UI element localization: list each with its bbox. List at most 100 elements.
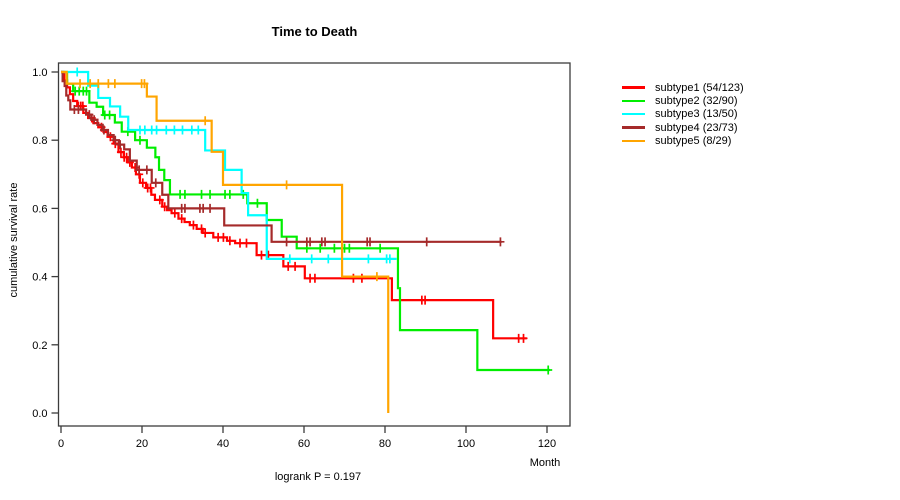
censor-mark	[544, 365, 553, 375]
y-tick-label: 0.6	[32, 203, 47, 215]
legend-line-swatch	[622, 113, 645, 116]
censor-mark	[219, 232, 228, 242]
censor-mark	[242, 238, 251, 248]
censor-mark	[206, 203, 215, 213]
legend-label: subtype1 (54/123)	[655, 81, 744, 94]
censor-mark	[197, 224, 206, 234]
censor-mark	[421, 295, 430, 305]
censor-mark	[76, 79, 85, 89]
censor-mark	[330, 243, 339, 253]
censor-mark	[496, 237, 505, 247]
censor-mark	[135, 165, 144, 175]
censor-mark	[155, 195, 164, 205]
legend-item: subtype2 (32/90)	[622, 94, 744, 107]
y-tick-label: 0.4	[32, 272, 47, 284]
censor-mark	[239, 189, 248, 199]
legend-item: subtype5 (8/29)	[622, 134, 744, 147]
censor-mark	[178, 125, 187, 135]
censor-mark	[170, 208, 179, 218]
censor-mark	[142, 165, 151, 175]
censor-mark	[284, 261, 293, 271]
censor-mark	[90, 115, 99, 125]
censor-mark	[307, 254, 316, 264]
censor-mark	[140, 125, 149, 135]
x-tick-label: 60	[298, 438, 310, 450]
censor-mark	[422, 237, 431, 247]
legend-line-swatch	[622, 86, 645, 89]
censor-mark	[357, 273, 366, 283]
legend-item: subtype3 (13/50)	[622, 108, 744, 121]
legend-label: subtype5 (8/29)	[655, 134, 732, 147]
censor-mark	[86, 79, 95, 89]
censor-mark	[225, 236, 234, 246]
censor-mark	[225, 189, 234, 199]
censor-mark	[385, 254, 394, 264]
censor-mark	[180, 189, 189, 199]
censor-mark	[152, 125, 161, 135]
censor-mark	[170, 125, 179, 135]
censor-mark	[151, 178, 160, 188]
censor-mark	[85, 110, 94, 120]
censor-mark	[201, 116, 210, 126]
legend-item: subtype1 (54/123)	[622, 81, 744, 94]
censor-mark	[372, 272, 381, 282]
censor-mark	[189, 220, 198, 230]
censor-mark	[257, 250, 266, 260]
censor-mark	[180, 203, 189, 213]
censor-mark	[177, 214, 186, 224]
y-tick-label: 1.0	[32, 67, 47, 79]
censor-mark	[310, 273, 319, 283]
censor-mark	[194, 125, 203, 135]
x-tick-label: 120	[538, 438, 556, 450]
survival-curve-subtype1	[61, 70, 527, 340]
censor-mark	[105, 110, 114, 120]
censor-mark	[306, 237, 315, 247]
censor-mark	[282, 237, 291, 247]
y-tick-label: 0.0	[32, 408, 47, 420]
survival-curve-subtype2	[61, 70, 550, 372]
legend-label: subtype4 (23/73)	[655, 121, 738, 134]
survival-curve-subtype4	[61, 70, 502, 243]
legend-line-swatch	[622, 126, 645, 129]
censor-mark	[110, 79, 119, 89]
censor-mark	[138, 178, 147, 188]
x-tick-label: 20	[136, 438, 148, 450]
censor-mark	[282, 180, 291, 190]
censor-mark	[94, 79, 103, 89]
legend-item: subtype4 (23/73)	[622, 121, 744, 134]
y-tick-label: 0.8	[32, 135, 47, 147]
legend-label: subtype3 (13/50)	[655, 108, 738, 121]
legend: subtype1 (54/123) subtype2 (32/90) subtype…	[622, 81, 744, 147]
x-tick-label: 40	[217, 438, 229, 450]
y-tick-label: 0.2	[32, 340, 47, 352]
survival-curve-subtype3	[61, 70, 397, 260]
censor-mark	[519, 333, 528, 343]
censor-mark	[99, 125, 108, 135]
logrank-annotation: logrank P = 0.197	[274, 471, 362, 483]
x-tick-label: 0	[58, 438, 64, 450]
x-axis-label: Month	[529, 457, 561, 469]
x-tick-label: 100	[457, 438, 475, 450]
censor-mark	[197, 189, 206, 199]
censor-mark	[111, 135, 120, 145]
censor-mark	[74, 105, 83, 115]
legend-label: subtype2 (32/90)	[655, 94, 738, 107]
censor-mark	[366, 237, 375, 247]
legend-line-swatch	[622, 99, 645, 103]
x-tick-label: 80	[379, 438, 391, 450]
censor-mark	[345, 243, 354, 253]
censor-mark	[135, 135, 144, 145]
censor-mark	[82, 86, 91, 96]
legend-line-swatch	[622, 139, 645, 143]
censor-mark	[116, 140, 125, 150]
censor-mark	[146, 183, 155, 193]
censor-mark	[201, 228, 210, 238]
censor-mark	[291, 261, 300, 271]
plot-frame	[57, 62, 571, 427]
censor-mark	[162, 125, 171, 135]
censor-mark	[324, 254, 333, 264]
censor-mark	[321, 237, 330, 247]
censor-mark	[116, 147, 125, 157]
